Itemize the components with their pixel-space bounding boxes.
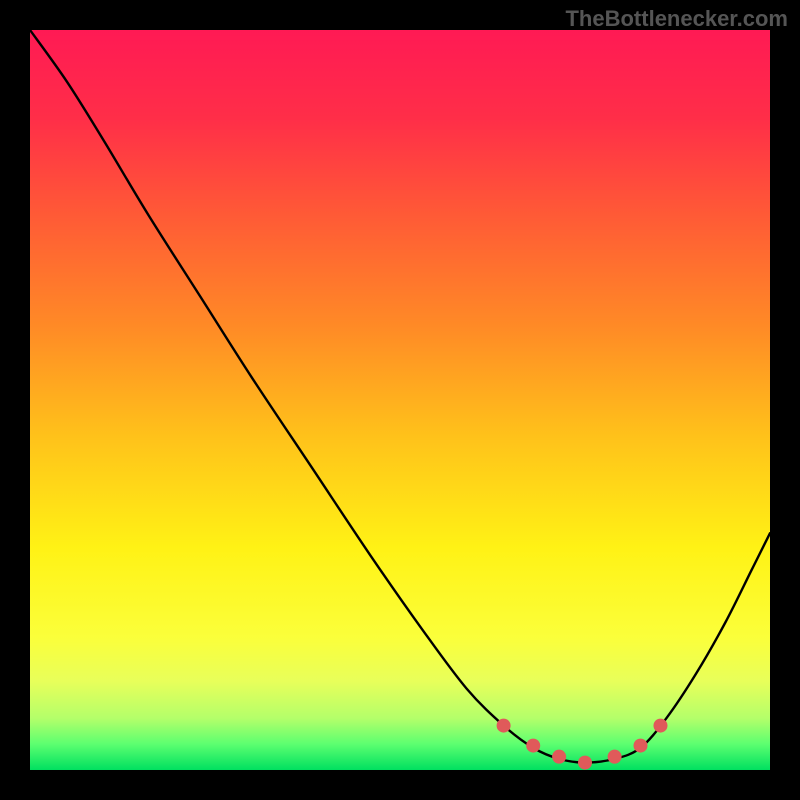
minimum-dot bbox=[578, 756, 592, 770]
minimum-dot bbox=[634, 739, 648, 753]
chart-plot-area bbox=[30, 30, 770, 770]
watermark-text: TheBottlenecker.com bbox=[565, 6, 788, 32]
minimum-dot bbox=[526, 739, 540, 753]
minimum-dot bbox=[653, 719, 667, 733]
chart-background bbox=[30, 30, 770, 770]
minimum-dot bbox=[497, 719, 511, 733]
minimum-dot bbox=[608, 750, 622, 764]
chart-svg bbox=[30, 30, 770, 770]
minimum-dot bbox=[552, 750, 566, 764]
